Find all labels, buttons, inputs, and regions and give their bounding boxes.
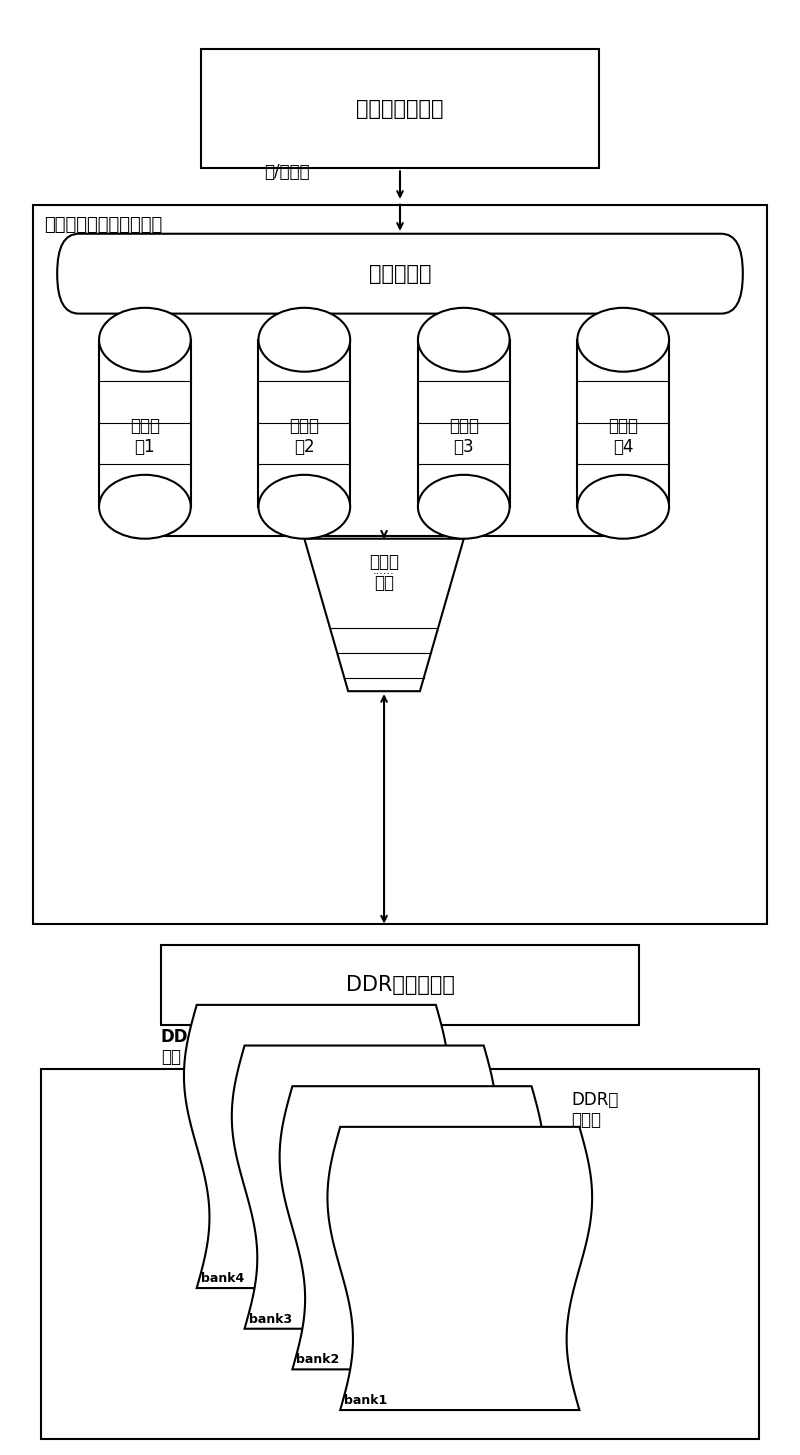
Bar (34, 205, 766, 924)
Text: bank2: bank2 (296, 1353, 340, 1366)
PathPatch shape (232, 1046, 497, 1328)
Bar (201, 49, 599, 169)
Bar (161, 946, 639, 1026)
Text: 存储器访问接口控制装置: 存储器访问接口控制装置 (44, 217, 162, 234)
Bar (258, 340, 350, 506)
Text: 读/写指令: 读/写指令 (265, 163, 310, 180)
Text: ......: ...... (373, 566, 395, 576)
PathPatch shape (280, 1087, 544, 1369)
Text: DDR接口控制器: DDR接口控制器 (346, 975, 454, 995)
Text: DDR访问
接口: DDR访问 接口 (161, 1027, 221, 1067)
Polygon shape (304, 538, 464, 691)
Ellipse shape (99, 308, 190, 371)
FancyBboxPatch shape (57, 234, 743, 314)
Ellipse shape (258, 308, 350, 371)
Text: bank1: bank1 (344, 1394, 387, 1407)
Text: 指令队
列1: 指令队 列1 (130, 418, 160, 455)
Ellipse shape (418, 474, 510, 538)
PathPatch shape (184, 1005, 449, 1288)
PathPatch shape (327, 1126, 592, 1410)
Text: bank3: bank3 (249, 1312, 292, 1326)
Bar (418, 340, 510, 506)
Text: 指令队
列4: 指令队 列4 (608, 418, 638, 455)
Text: 队列扫
描器: 队列扫 描器 (369, 553, 399, 592)
Ellipse shape (258, 474, 350, 538)
Text: 指令队
列2: 指令队 列2 (290, 418, 319, 455)
Text: DDR存
储单元: DDR存 储单元 (571, 1091, 618, 1129)
Text: bank4: bank4 (201, 1272, 244, 1285)
Bar (99, 340, 190, 506)
Text: 地址控制器: 地址控制器 (369, 263, 431, 284)
Ellipse shape (578, 308, 669, 371)
Ellipse shape (418, 308, 510, 371)
Bar (578, 340, 669, 506)
Bar (42, 1069, 758, 1439)
Ellipse shape (99, 474, 190, 538)
Ellipse shape (578, 474, 669, 538)
Text: 数据访问应用层: 数据访问应用层 (356, 99, 444, 119)
Text: 指令队
列3: 指令队 列3 (449, 418, 478, 455)
